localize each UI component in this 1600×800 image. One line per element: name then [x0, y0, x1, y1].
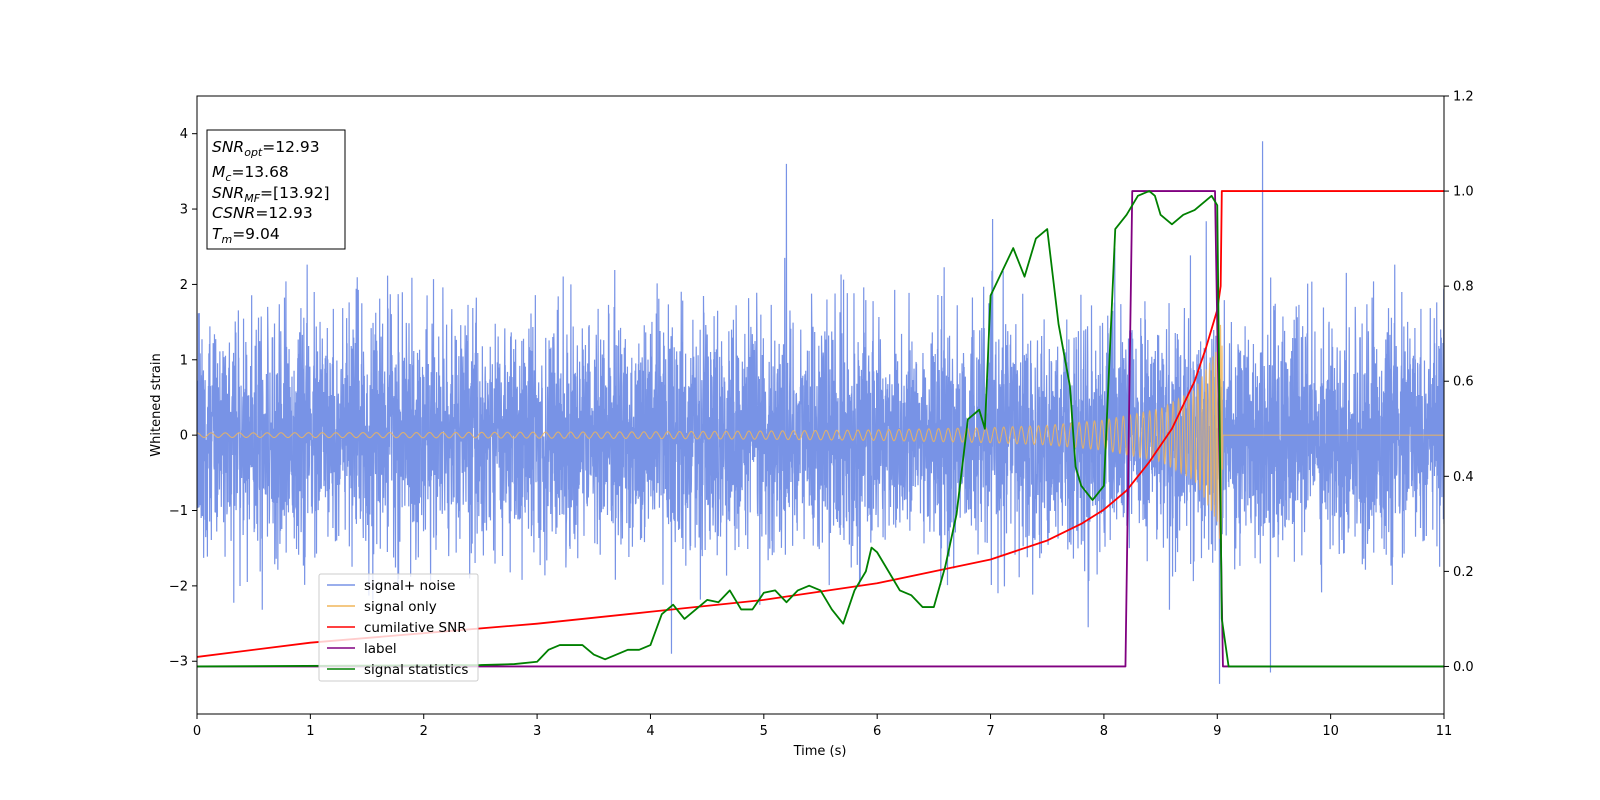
- x-tick-label: 8: [1100, 724, 1108, 739]
- annotation-csnr: CSNR=12.93: [212, 204, 313, 222]
- series-signal-statistics: [197, 190, 1444, 668]
- y2-tick-label: 0.4: [1453, 470, 1474, 485]
- x-tick-label: 9: [1213, 724, 1221, 739]
- y-axis-title: Whitened strain: [149, 353, 164, 456]
- y2-tick-label: 0.2: [1453, 565, 1474, 580]
- y-tick-label: 2: [180, 278, 188, 293]
- y2-tick-label: 0.8: [1453, 280, 1474, 295]
- legend: signal+ noise signal only cumilative SNR…: [318, 573, 479, 682]
- x-tick-label: 3: [533, 724, 541, 739]
- x-tick-label: 0: [193, 724, 201, 739]
- legend-label-signal-statistics: signal statistics: [364, 662, 468, 678]
- y2-tick-label: 0.6: [1453, 375, 1474, 390]
- series-signal-only: [197, 324, 1444, 549]
- x-axis: 0 1 2 3 4 5 6 7 8 9 10 11: [193, 714, 1452, 739]
- y-axis-right: 0.0 0.2 0.4 0.6 0.8 1.0 1.2: [1444, 90, 1474, 675]
- x-tick-label: 10: [1322, 724, 1339, 739]
- y-tick-label: −1: [169, 504, 188, 519]
- annotation-snr-opt: SNRopt=12.93: [212, 138, 320, 159]
- x-tick-label: 4: [646, 724, 654, 739]
- x-tick-label: 2: [420, 724, 428, 739]
- plot-frame: [196, 95, 1445, 715]
- legend-label-signal-noise: signal+ noise: [364, 578, 455, 594]
- x-tick-label: 1: [306, 724, 314, 739]
- annotation-mc: Mc=13.68: [212, 163, 289, 184]
- legend-label-cumulative-snr: cumilative SNR: [364, 620, 467, 636]
- x-axis-title: Time (s): [793, 744, 847, 759]
- x-tick-label: 6: [873, 724, 881, 739]
- y-tick-label: −3: [169, 655, 188, 670]
- series-layer: [197, 141, 1444, 684]
- annotation-box: SNRopt=12.93 Mc=13.68 SNRMF=[13.92] CSNR…: [206, 129, 346, 250]
- x-tick-label: 7: [986, 724, 994, 739]
- annotation-tm: Tm=9.04: [212, 225, 280, 246]
- y2-tick-label: 1.0: [1453, 185, 1474, 200]
- legend-label-label: label: [364, 641, 397, 657]
- y-tick-label: 4: [180, 127, 188, 142]
- annotation-snr-mf: SNRMF=[13.92]: [212, 184, 330, 205]
- series-signal-noise: [197, 141, 1444, 684]
- annotation-frame: [206, 129, 346, 250]
- x-tick-label: 5: [760, 724, 768, 739]
- x-tick-label: 11: [1436, 724, 1453, 739]
- legend-label-signal-only: signal only: [364, 599, 437, 615]
- y-tick-label: 3: [180, 203, 188, 218]
- y2-tick-label: 0.0: [1453, 660, 1474, 675]
- y-tick-label: −2: [169, 579, 188, 594]
- y2-tick-label: 1.2: [1453, 90, 1474, 105]
- y-tick-label: 0: [180, 429, 188, 444]
- y-axis-left: −3 −2 −1 0 1 2 3 4: [169, 127, 197, 670]
- y-tick-label: 1: [180, 353, 188, 368]
- legend-frame: [318, 573, 479, 682]
